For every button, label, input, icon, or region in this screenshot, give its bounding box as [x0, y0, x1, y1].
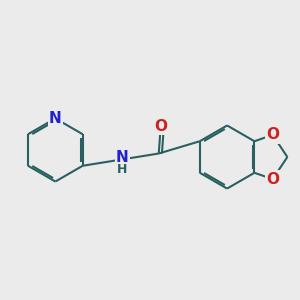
Text: H: H — [117, 163, 128, 176]
Text: O: O — [266, 128, 279, 142]
Text: N: N — [116, 150, 129, 165]
Text: O: O — [154, 119, 167, 134]
Text: N: N — [49, 111, 62, 126]
Text: O: O — [266, 172, 279, 187]
